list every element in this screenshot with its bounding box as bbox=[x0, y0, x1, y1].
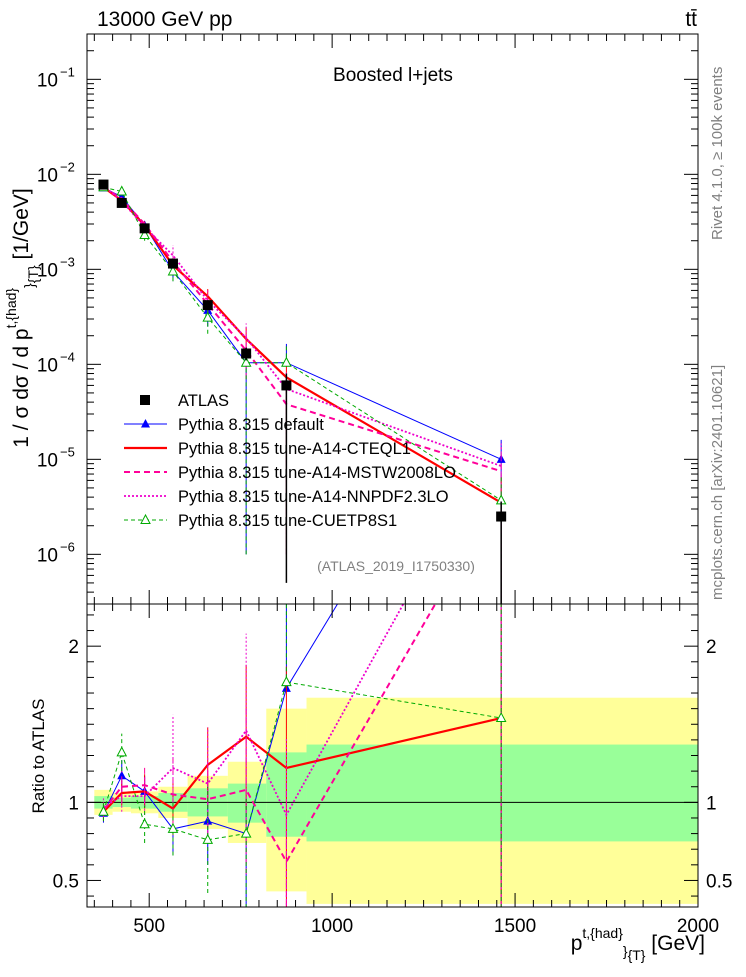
y-tick-label-ratio-left-2: 2 bbox=[68, 637, 79, 658]
legend-marker-cuetp8s1 bbox=[140, 513, 151, 524]
analysis-id: (ATLAS_2019_I1750330) bbox=[317, 558, 475, 574]
y-tick-label-main-exp-1: −5 bbox=[60, 444, 75, 459]
legend-label-mstw: Pythia 8.315 tune-A14-MSTW2008LO bbox=[178, 464, 456, 482]
x-axis-label-unit: [GeV] bbox=[645, 932, 705, 955]
legend-item-default: Pythia 8.315 default bbox=[124, 416, 324, 434]
y-tick-label-ratio-left-1: 1 bbox=[68, 793, 79, 814]
x-tick-label-1500: 1500 bbox=[494, 916, 536, 937]
side-label-top: Rivet 4.1.0, ≥ 100k events bbox=[709, 67, 726, 240]
legend-label-cuetp8s1: Pythia 8.315 tune-CUETP8S1 bbox=[178, 512, 397, 530]
x-tick-label-1000: 1000 bbox=[311, 916, 353, 937]
legend: ATLAS Pythia 8.315 default Pythia 8.315 tu… bbox=[124, 392, 456, 530]
process-label: tt̄ bbox=[685, 8, 697, 31]
x-tick-label-2000: 2000 bbox=[677, 916, 719, 937]
y-tick-label-main-5: 10 bbox=[37, 70, 58, 91]
ratio-series-layer bbox=[98, 329, 507, 907]
legend-marker-default bbox=[141, 419, 150, 428]
x-axis-label-sub2: {T} bbox=[628, 947, 646, 963]
legend-label-default: Pythia 8.315 default bbox=[178, 416, 324, 434]
x-axis-label-sup: t,{had} bbox=[582, 925, 623, 941]
y-tick-label-main-exp-5: −1 bbox=[60, 64, 75, 79]
main-marker-data-6 bbox=[281, 380, 292, 391]
main-marker-cuetp8s1-3 bbox=[167, 265, 179, 276]
main-marker-data-2 bbox=[139, 223, 150, 234]
legend-item-cteql1: Pythia 8.315 tune-A14-CTEQL1 bbox=[124, 440, 411, 458]
y-axis-label-main: 1 / σ dσ / d pt,{had}}{T} [1/GeV] bbox=[3, 188, 41, 447]
main-marker-data-7 bbox=[496, 511, 507, 522]
uncertainty-bands bbox=[94, 697, 698, 904]
main-marker-data-0 bbox=[98, 179, 109, 190]
energy-label: 13000 GeV pp bbox=[97, 8, 232, 31]
y-tick-label-main-exp-2: −4 bbox=[60, 349, 75, 364]
y-tick-label-ratio-right-2: 2 bbox=[706, 637, 717, 658]
main-marker-cuetp8s1-4 bbox=[202, 311, 214, 322]
panel-title: Boosted l+jets bbox=[333, 65, 453, 86]
main-marker-cuetp8s1-2 bbox=[139, 228, 150, 239]
main-series-layer bbox=[98, 179, 507, 604]
ratio-marker-cuetp8s1-7 bbox=[495, 711, 507, 723]
legend-item-data: ATLAS bbox=[140, 392, 229, 410]
ratio-marker-cuetp8s1-4 bbox=[202, 833, 214, 844]
legend-marker-data bbox=[140, 395, 150, 405]
ratio-marker-cuetp8s1-1 bbox=[116, 746, 128, 757]
x-axis-label-sub: } bbox=[623, 943, 628, 959]
ratio-line-cteql1 bbox=[102, 716, 502, 813]
main-marker-cuetp8s1-1 bbox=[116, 185, 128, 196]
main-marker-cuetp8s1-5 bbox=[240, 356, 252, 367]
y-tick-label-main-exp-4: −2 bbox=[60, 159, 75, 174]
y-tick-label-main-3: 10 bbox=[37, 260, 58, 281]
ratio-marker-cuetp8s1-2 bbox=[139, 818, 150, 829]
x-tick-label-500: 500 bbox=[133, 916, 165, 937]
y-tick-label-main-0: 10 bbox=[37, 545, 58, 566]
main-marker-cuetp8s1-6 bbox=[281, 356, 292, 367]
ratio-marker-cuetp8s1-6 bbox=[281, 676, 292, 687]
legend-label-cteql1: Pythia 8.315 tune-A14-CTEQL1 bbox=[178, 440, 411, 458]
y-axis-label-ratio: Ratio to ATLAS bbox=[29, 699, 48, 814]
axis-ticks bbox=[87, 34, 699, 907]
y-tick-label-main-exp-0: −6 bbox=[60, 539, 75, 554]
ratio-marker-default-7 bbox=[497, 329, 506, 338]
y-tick-label-main-2: 10 bbox=[37, 355, 58, 376]
legend-label-data: ATLAS bbox=[178, 392, 229, 410]
y-tick-label-main-4: 10 bbox=[37, 165, 58, 186]
x-axis-label-p: p bbox=[571, 932, 583, 955]
legend-label-nnpdf: Pythia 8.315 tune-A14-NNPDF2.3LO bbox=[178, 488, 449, 506]
y-axis-label-sub: } bbox=[21, 283, 37, 288]
legend-item-nnpdf: Pythia 8.315 tune-A14-NNPDF2.3LO bbox=[124, 488, 449, 506]
main-series-data bbox=[98, 179, 507, 604]
ratio-line-mstw bbox=[102, 604, 437, 864]
svg-text:1 / σ dσ / d pt,{had}}{T} [1/G: 1 / σ dσ / d pt,{had}}{T} [1/GeV] bbox=[3, 188, 41, 447]
ratio-line-nnpdf bbox=[103, 604, 405, 817]
main-line-cuetp8s1 bbox=[103, 186, 502, 501]
legend-item-mstw: Pythia 8.315 tune-A14-MSTW2008LO bbox=[124, 464, 456, 482]
ratio-marker-default-1 bbox=[117, 770, 127, 780]
y-tick-label-ratio-right-0: 0.5 bbox=[706, 871, 732, 892]
y-tick-label-ratio-left-0: 0.5 bbox=[53, 871, 79, 892]
y-axis-label-unit: [1/GeV] bbox=[10, 188, 33, 265]
band-inner-7 bbox=[306, 744, 698, 842]
y-tick-label-main-1: 10 bbox=[37, 450, 58, 471]
ratio-marker-cuetp8s1-5 bbox=[240, 827, 252, 838]
y-axis-label-prefix: 1 / σ dσ / d p bbox=[10, 328, 33, 447]
x-axis-label: pt,{had}}{T} [GeV] bbox=[571, 925, 705, 963]
side-label-bottom: mcplots.cern.ch [arXiv:2401.10621] bbox=[709, 365, 726, 600]
legend-item-cuetp8s1: Pythia 8.315 tune-CUETP8S1 bbox=[124, 512, 397, 530]
y-axis-label-sub2: {T} bbox=[25, 265, 41, 283]
main-marker-data-5 bbox=[241, 348, 252, 359]
main-marker-data-1 bbox=[116, 197, 127, 208]
ratio-series-cuetp8s1 bbox=[98, 604, 507, 907]
ratio-line-cuetp8s1 bbox=[102, 681, 502, 841]
main-marker-data-4 bbox=[202, 300, 213, 311]
y-tick-label-main-exp-3: −3 bbox=[60, 254, 75, 269]
ratio-marker-cuetp8s1-3 bbox=[167, 822, 179, 833]
ratio-marker-cuetp8s1-0 bbox=[98, 805, 109, 816]
main-marker-data-3 bbox=[167, 258, 178, 269]
main-line-mstw bbox=[102, 185, 502, 473]
band-inner-5 bbox=[227, 783, 267, 823]
y-tick-label-ratio-right-1: 1 bbox=[706, 793, 717, 814]
y-axis-label-sup: t,{had} bbox=[3, 288, 19, 329]
